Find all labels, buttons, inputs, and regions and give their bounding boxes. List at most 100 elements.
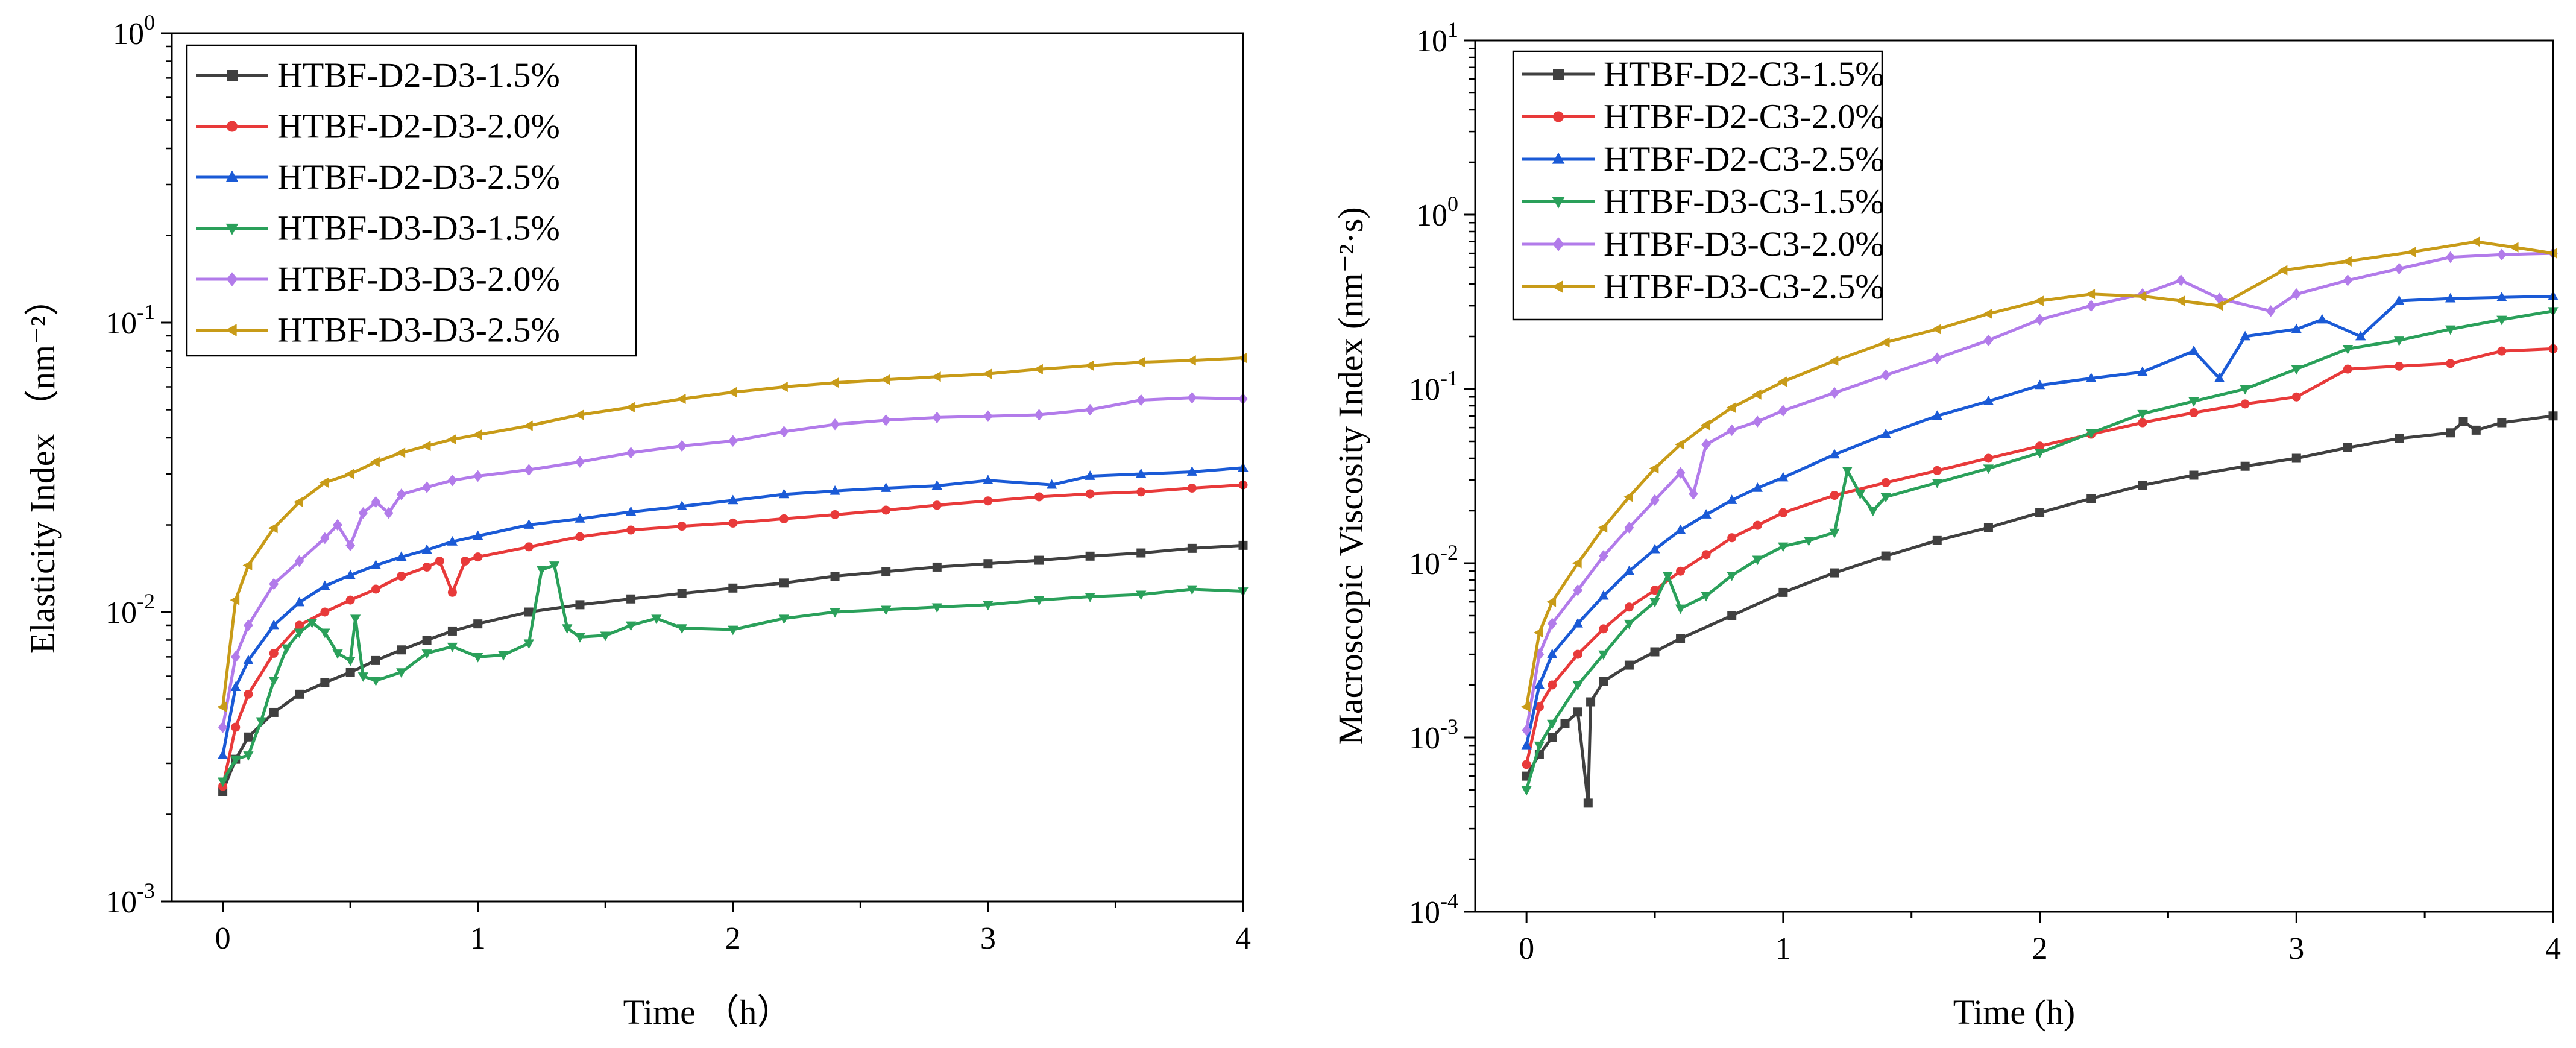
data-point — [1624, 602, 1634, 612]
data-point — [295, 620, 304, 630]
legend-label: HTBF-D2-D3-2.5% — [277, 157, 560, 197]
data-point — [1548, 733, 1557, 742]
data-point — [1572, 617, 1583, 628]
data-point — [575, 600, 585, 610]
legend: HTBF-D2-D3-1.5% HTBF-D2-D3-2.0% HTBF-D2-D3… — [186, 44, 637, 357]
y-tick-label: 101 — [1416, 17, 1458, 58]
data-point — [1983, 396, 1994, 405]
legend-item: HTBF-D2-D3-2.0% — [196, 107, 560, 146]
data-point — [2086, 429, 2097, 439]
data-point — [1598, 522, 1608, 533]
data-point — [575, 513, 585, 523]
data-point — [1187, 543, 1197, 553]
data-point — [779, 514, 789, 523]
data-point — [1751, 389, 1762, 400]
data-point — [1084, 360, 1094, 371]
data-point — [1034, 555, 1044, 565]
data-point — [1546, 596, 1557, 607]
data-point — [294, 596, 305, 607]
data-point — [2034, 449, 2045, 459]
data-point — [2035, 508, 2045, 517]
x-tick-label: 1 — [470, 921, 486, 956]
data-point — [830, 608, 840, 618]
series-line — [221, 396, 1244, 728]
data-point — [2138, 481, 2147, 490]
data-point — [830, 572, 840, 581]
data-point — [371, 584, 380, 594]
data-point — [395, 447, 406, 458]
data-point — [1803, 536, 1815, 546]
data-point — [1598, 550, 1608, 562]
data-point — [269, 707, 279, 717]
data-point — [1034, 409, 1044, 421]
data-point — [829, 377, 839, 388]
x-tick-label: 1 — [1775, 932, 1791, 966]
data-point — [1727, 424, 1737, 437]
data-point — [473, 619, 483, 629]
data-point — [319, 477, 329, 488]
legend-label: HTBF-D2-D3-2.0% — [277, 107, 560, 146]
data-point — [2175, 295, 2185, 306]
legend-marker — [227, 70, 238, 81]
data-point — [2394, 262, 2404, 275]
data-point — [1829, 528, 1840, 538]
data-point — [1650, 586, 1660, 595]
data-point — [2240, 399, 2250, 409]
data-point — [332, 649, 343, 659]
data-point — [575, 456, 585, 468]
series-5 — [218, 391, 1248, 733]
data-point — [574, 409, 584, 420]
data-point — [1777, 376, 1787, 387]
data-point — [1085, 551, 1095, 561]
data-point — [1854, 490, 1866, 500]
legend-marker — [1552, 152, 1565, 164]
data-point — [728, 435, 738, 447]
x-axis-title: Time （h） — [623, 993, 792, 1032]
series-line — [1525, 347, 2554, 765]
data-point — [2240, 385, 2250, 395]
data-point — [1649, 463, 1659, 474]
data-point — [1880, 493, 1891, 503]
data-point — [1932, 466, 1942, 475]
data-point — [1521, 739, 1532, 750]
data-point — [1752, 415, 1763, 428]
data-point — [1701, 550, 1711, 560]
data-point — [1983, 334, 1994, 347]
data-point — [881, 567, 891, 576]
data-point — [447, 587, 457, 597]
data-point — [230, 595, 240, 605]
data-point — [1548, 680, 1557, 690]
data-point — [435, 556, 444, 566]
data-point — [880, 374, 890, 385]
y-tick-label: 10-1 — [1409, 366, 1458, 407]
legend-marker — [227, 121, 238, 132]
data-point — [268, 523, 278, 534]
legend-marker — [1552, 197, 1565, 209]
data-point — [1727, 494, 1737, 504]
x-tick-label: 4 — [2545, 932, 2561, 966]
data-point — [983, 496, 993, 506]
data-point — [447, 642, 458, 652]
data-point — [2137, 291, 2147, 302]
data-point — [1135, 356, 1145, 368]
data-point — [461, 556, 470, 566]
data-point — [676, 624, 687, 634]
data-point — [422, 562, 432, 572]
data-point — [1701, 509, 1712, 519]
y-tick-label: 10-1 — [105, 300, 155, 341]
data-point — [830, 485, 840, 495]
data-point — [1586, 697, 1596, 707]
series-6 — [1520, 236, 2557, 712]
data-point — [2342, 256, 2352, 267]
data-point — [676, 500, 687, 510]
data-point — [1573, 707, 1582, 717]
data-point — [2034, 295, 2044, 306]
legend-box — [1512, 50, 1883, 321]
y-axis-title: Macroscopic Viscosity Index (nm⁻²·s) — [1331, 207, 1370, 745]
data-point — [242, 560, 253, 571]
x-tick-label: 2 — [725, 921, 741, 956]
data-point — [1932, 535, 1942, 545]
data-point — [2176, 274, 2186, 286]
data-point — [728, 494, 738, 505]
data-point — [2406, 247, 2416, 257]
